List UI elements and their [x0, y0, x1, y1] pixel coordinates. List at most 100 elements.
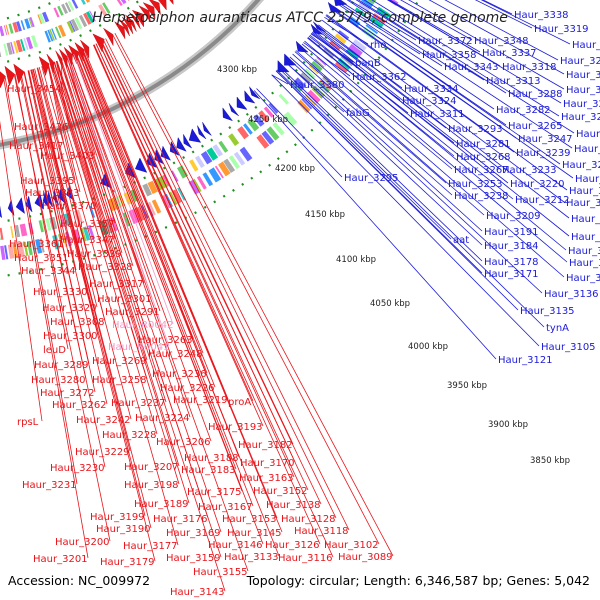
reverse-gene-arrow: [183, 134, 192, 149]
leader-line: [101, 40, 294, 445]
leader-line: [66, 56, 145, 284]
dotted-ring-3: [0, 0, 356, 223]
leader-line: [325, 15, 515, 153]
leader-line: [23, 71, 96, 393]
gene-label-red: Haur_3328: [78, 262, 133, 273]
leader-line: [52, 62, 180, 467]
accession-text: Accession: NC_009972: [8, 573, 151, 588]
gene-label-blue: Haur_3267: [454, 165, 509, 176]
gene-label-red: Haur_3272: [40, 388, 95, 399]
gene-label-red: Haur_3193: [208, 422, 263, 433]
cog-feature-block: [28, 17, 33, 28]
cog-feature-block: [320, 79, 332, 90]
leader-line: [83, 49, 229, 400]
leader-line: [292, 53, 453, 196]
leader-line: [312, 31, 570, 237]
gene-label-red: Haur_3370: [42, 201, 97, 212]
leader-line: [309, 34, 514, 200]
forward-gene-arrow: [4, 65, 15, 87]
gene-label-red: Haur_3128: [281, 514, 336, 525]
gene-label-red: Haur_3237: [111, 398, 166, 409]
gene-label-red: Haur_3170: [240, 458, 295, 469]
leader-line: [19, 72, 106, 468]
reverse-gene-arrow: [228, 103, 239, 117]
leader-line: [30, 69, 77, 271]
leader-line: [298, 46, 565, 278]
forward-gene-arrow: [129, 12, 141, 30]
forward-gene-arrow: [13, 63, 25, 85]
leader-line: [316, 26, 403, 89]
cog-feature-block: [247, 118, 260, 132]
forward-gene-arrow: [122, 16, 134, 35]
gene-label-blue: aat: [453, 235, 469, 246]
gene-label-red: Haur_3351: [14, 253, 69, 264]
gene-label-red: Haur_3102: [324, 540, 379, 551]
gene-label-red: Haur_3300: [43, 331, 98, 342]
gene-label-red: Haur_3417: [9, 141, 64, 152]
gene-label-red: Haur_3361: [9, 239, 64, 250]
gene-label-red: Haur_3207: [124, 462, 179, 473]
gene-label-blue: Haur_3164: [571, 232, 600, 243]
cog-feature-block: [10, 226, 14, 239]
cog-feature-block: [223, 158, 236, 173]
forward-gene-arrow: [114, 21, 126, 39]
gene-label-red: leuD: [43, 345, 66, 356]
cog-feature-block: [83, 12, 92, 25]
cog-feature-block: [304, 94, 316, 106]
cog-feature-block: [0, 50, 2, 58]
gene-label-red: Haur_3138: [266, 500, 321, 511]
leader-line: [3, 76, 89, 559]
gene-label-blue: Haur_3187: [569, 186, 600, 197]
cog-feature-block: [361, 0, 374, 8]
reverse-gene-arrow: [244, 90, 256, 104]
cog-feature-block: [151, 199, 162, 214]
cog-feature-block: [85, 0, 91, 3]
cog-feature-block: [23, 241, 29, 256]
leader-line: [82, 49, 283, 533]
cog-feature-block: [66, 21, 75, 34]
kbp-tick-label: 3850 kbp: [530, 456, 570, 466]
leader-line: [27, 70, 108, 405]
gene-label-blue: Haur_3286: [560, 56, 600, 67]
reverse-gene-arrow: [135, 157, 148, 173]
gene-label-blue: rho: [370, 40, 386, 51]
gene-label-blue: Haur_3319: [534, 24, 589, 35]
cog-feature-block: [71, 0, 79, 9]
leader-line: [64, 57, 134, 267]
gene-label-red: Haur_3153: [222, 514, 277, 525]
gene-label-red: Haur_3262: [52, 400, 107, 411]
leader-line: [311, 31, 455, 144]
gene-label-red: Haur_3182: [238, 440, 293, 451]
gene-label-red: Haur_3118: [294, 526, 349, 537]
cog-feature-block: [24, 18, 31, 29]
gene-label-blue: tynA: [546, 323, 569, 334]
dotted-guide-rings: [0, 0, 420, 278]
leader-line: [313, 30, 509, 184]
gene-label-red: Haur_3188: [184, 453, 239, 464]
gene-label-red: Haur_3229: [75, 447, 130, 458]
gene-label-blue: Haur_3194: [575, 174, 600, 185]
leader-line: [482, 0, 513, 15]
cog-feature-block: [355, 7, 367, 17]
leader-line: [60, 59, 123, 254]
leader-line: [256, 88, 343, 178]
cog-feature-block: [322, 47, 335, 59]
cog-feature-block: [23, 38, 29, 50]
forward-gene-arrow: [138, 5, 151, 23]
leader-line: [346, 0, 573, 149]
cog-feature-block: [301, 98, 313, 110]
gene-label-red: Haur_3116: [278, 553, 333, 564]
kbp-tick-label: 3900 kbp: [488, 420, 528, 430]
leader-line: [279, 66, 483, 262]
gene-label-blue: Haur_3171: [484, 269, 539, 280]
cog-feature-block: [188, 179, 200, 195]
dotted-ring-4: [0, 0, 420, 278]
cog-feature-block: [55, 26, 62, 39]
cog-feature-block: [310, 60, 323, 73]
cog-feature-block: [196, 175, 207, 190]
cog-feature-block: [212, 144, 223, 157]
cog-feature-block: [237, 126, 249, 140]
leader-line: [363, 0, 575, 134]
cog-feature-block: [70, 18, 79, 32]
gene-label-blue: Haur_3259: [566, 85, 600, 96]
